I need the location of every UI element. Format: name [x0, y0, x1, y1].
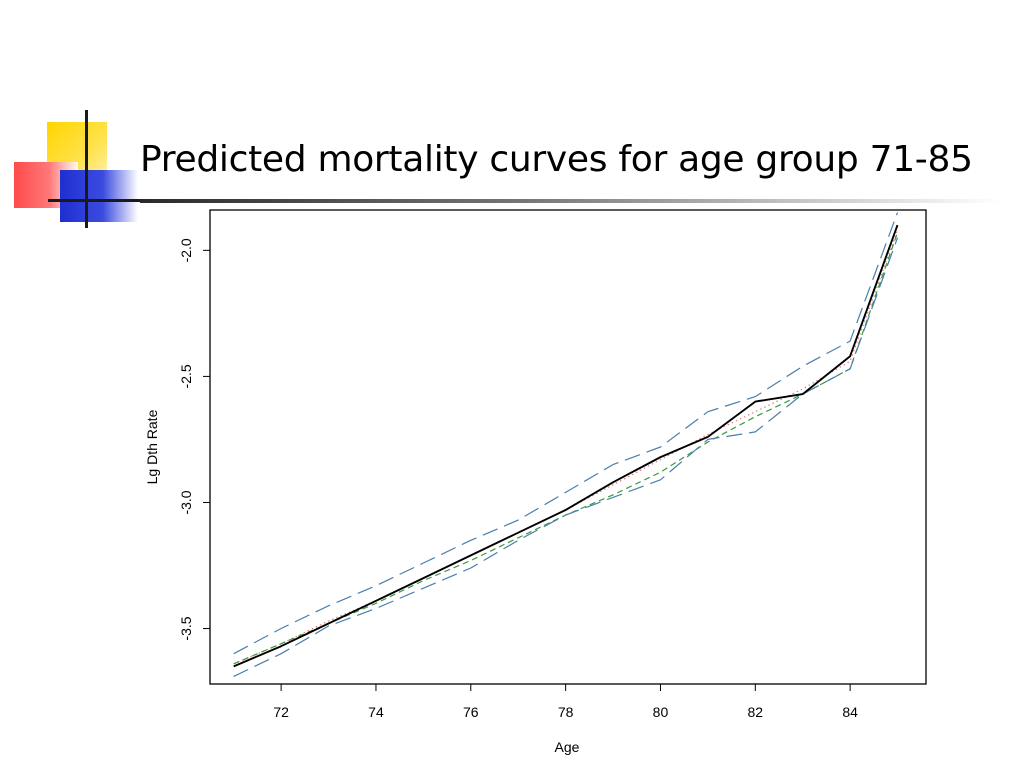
series-line-4-longdash: [233, 212, 899, 655]
x-axis-label: Age: [555, 739, 580, 755]
x-tick-label: 72: [273, 704, 289, 720]
x-tick-label: 74: [368, 704, 384, 720]
series-line-5-longdash: [233, 237, 899, 677]
y-tick-label: -2.5: [178, 364, 194, 388]
y-axis-label: Lg Dth Rate: [144, 409, 160, 484]
title-underline-rule: [140, 199, 1000, 203]
x-tick-label: 84: [842, 704, 858, 720]
y-axis: -3.5 -3.0 -2.5 -2.0: [178, 238, 210, 641]
x-tick-label: 78: [558, 704, 574, 720]
x-tick-label: 82: [748, 704, 764, 720]
series-line-2-dotted: [233, 229, 899, 665]
x-tick-label: 80: [653, 704, 669, 720]
logo-vertical-line: [85, 110, 88, 228]
title-logo-decoration: [0, 0, 144, 240]
slide-title: Predicted mortality curves for age group…: [140, 139, 973, 180]
y-tick-label: -3.5: [178, 616, 194, 640]
y-tick-label: -2.0: [178, 238, 194, 262]
x-tick-label: 76: [463, 704, 479, 720]
x-axis: 72 74 76 78 80 82 84: [273, 684, 858, 720]
series-layer: [233, 212, 899, 677]
y-tick-label: -3.0: [178, 490, 194, 514]
series-line-1-solid: [233, 224, 899, 668]
series-line-3-dashed: [233, 232, 899, 665]
plot-frame: [209, 209, 927, 685]
logo-horizontal-line: [48, 199, 144, 202]
logo-blue-square: [60, 170, 138, 222]
